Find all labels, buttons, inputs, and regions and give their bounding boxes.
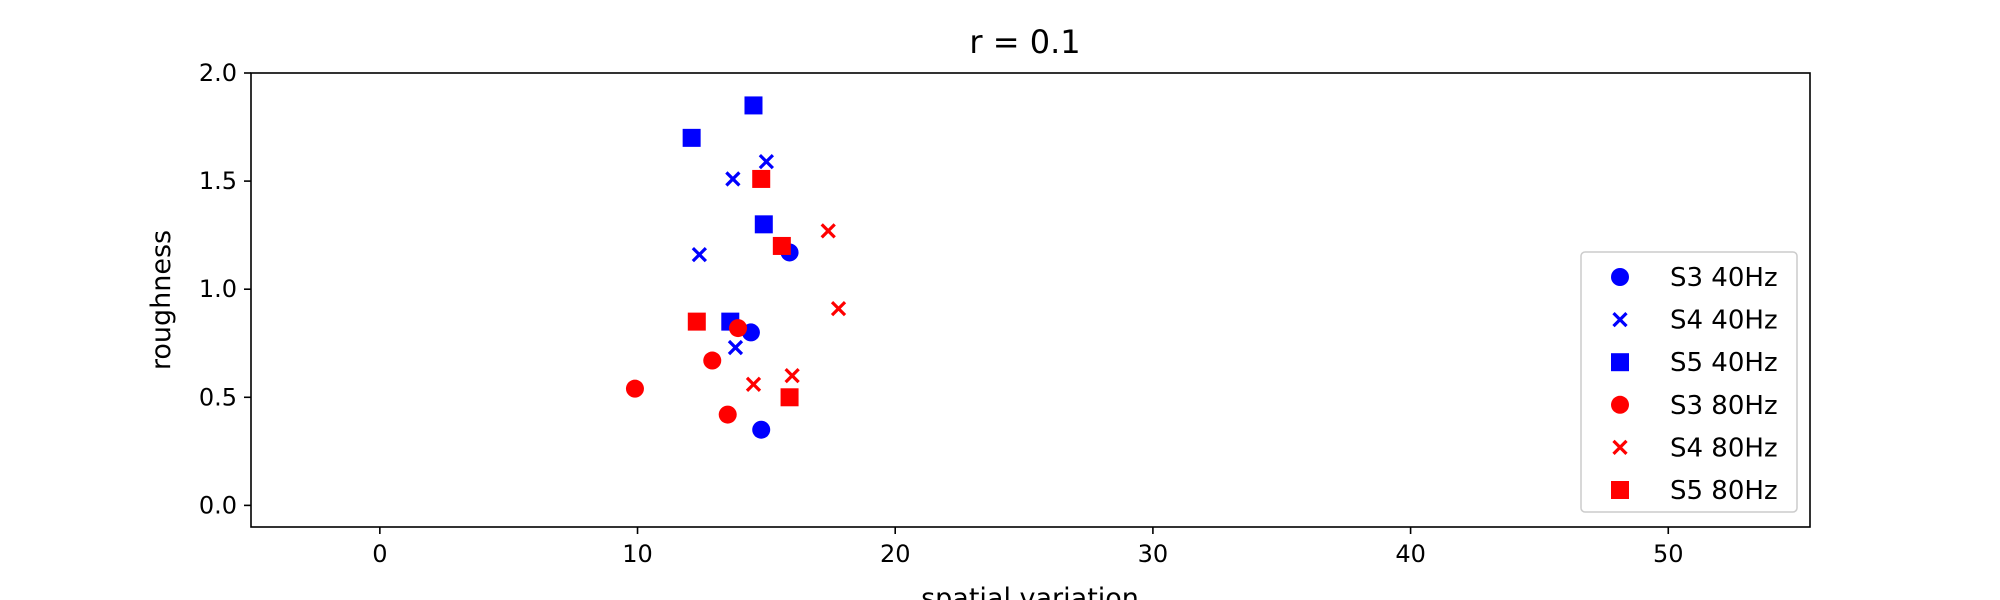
legend-label: S3 40Hz	[1670, 263, 1778, 293]
x-tick-label: 50	[1653, 540, 1684, 568]
chart-title: r = 0.1	[969, 23, 1080, 61]
legend-marker	[1611, 268, 1629, 286]
y-tick-label: 0.5	[199, 383, 237, 411]
data-point	[820, 223, 836, 239]
legend-marker	[1611, 481, 1629, 499]
data-point	[784, 368, 800, 384]
y-axis-label: roughness	[146, 230, 177, 370]
data-point	[758, 154, 775, 170]
legend-marker	[1612, 439, 1628, 456]
legend-marker	[1612, 311, 1628, 328]
data-point	[727, 339, 744, 356]
data-point	[625, 379, 644, 398]
legend: S3 40Hz S4 40Hz S5 40Hz S3 80Hz S4 80Hz S5 80…	[1580, 251, 1798, 513]
legend-label: S4 40Hz	[1670, 306, 1778, 336]
legend-label: S5 40Hz	[1670, 348, 1778, 378]
x-axis: 0 10 20 30 40 50	[372, 527, 1684, 568]
data-point	[745, 376, 762, 392]
data-point	[691, 246, 708, 263]
x-tick-label: 0	[372, 540, 387, 568]
data-point	[754, 215, 773, 234]
plot-frame	[250, 72, 1811, 528]
data-point	[725, 171, 741, 187]
legend-label: S4 80Hz	[1670, 433, 1778, 463]
data-point	[830, 301, 847, 317]
y-tick-label: 1.0	[199, 275, 237, 303]
data-point	[744, 96, 763, 115]
data-points	[625, 96, 847, 439]
data-point	[752, 169, 771, 188]
data-point	[752, 420, 771, 439]
x-tick-label: 30	[1138, 540, 1169, 568]
data-point	[687, 312, 706, 331]
y-tick-label: 2.0	[199, 59, 237, 87]
y-tick-label: 0.0	[199, 491, 237, 519]
x-axis-label: spatial variation	[921, 583, 1139, 600]
data-point	[682, 128, 701, 147]
y-axis: 0.0 0.5 1.0 1.5 2.0	[199, 59, 251, 519]
data-point	[772, 236, 791, 255]
legend-frame	[1580, 251, 1798, 513]
x-tick-label: 20	[880, 540, 911, 568]
x-tick-label: 40	[1395, 540, 1426, 568]
legend-label: S3 80Hz	[1670, 391, 1778, 421]
legend-label: S5 80Hz	[1670, 476, 1778, 506]
legend-marker	[1611, 395, 1629, 414]
data-point	[780, 388, 799, 407]
y-tick-label: 1.5	[199, 167, 237, 195]
legend-marker	[1611, 353, 1629, 372]
data-point	[729, 319, 748, 338]
x-tick-label: 10	[622, 540, 653, 568]
data-point	[703, 351, 722, 370]
data-point	[718, 405, 737, 424]
